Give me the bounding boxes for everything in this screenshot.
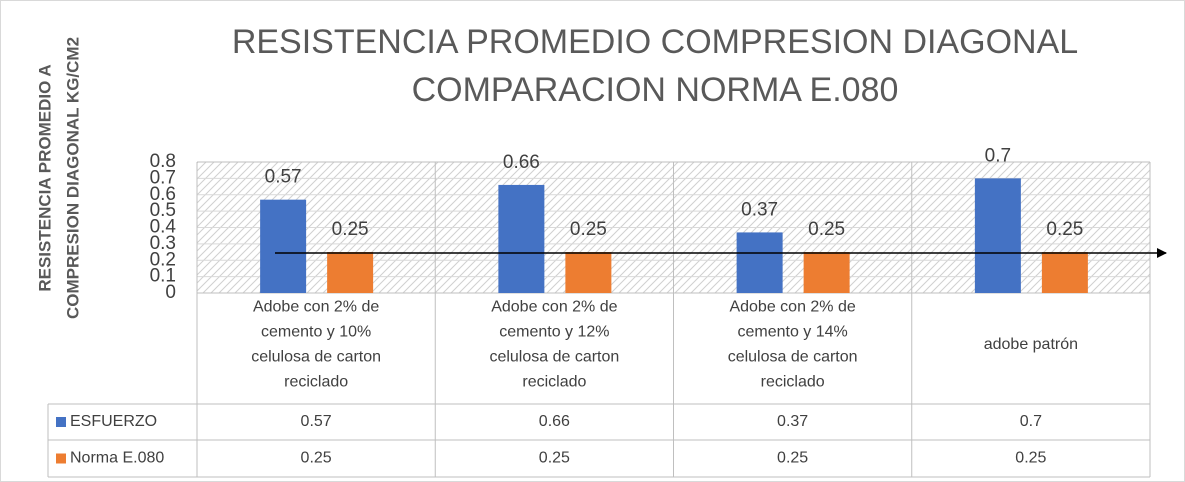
y-axis-label: RESISTENCIA PROMEDIO A bbox=[35, 64, 54, 291]
y-tick-label: 0.6 bbox=[150, 184, 176, 205]
data-label: 0.37 bbox=[741, 199, 778, 220]
table-cell: 0.7 bbox=[1020, 413, 1042, 430]
table-cell: 0.37 bbox=[777, 413, 808, 430]
y-tick-label: 0.1 bbox=[150, 266, 176, 287]
chart-title: RESISTENCIA PROMEDIO COMPRESION DIAGONAL bbox=[232, 23, 1078, 61]
table-cell: 0.66 bbox=[539, 413, 570, 430]
table-cell: 0.25 bbox=[539, 450, 570, 467]
y-tick-label: 0.5 bbox=[150, 200, 176, 221]
legend-label: ESFUERZO bbox=[70, 413, 157, 430]
y-tick-label: 0 bbox=[165, 282, 176, 303]
y-axis-label: COMPRESION DIAGONAL KG/CM2 bbox=[63, 37, 82, 319]
data-label: 0.57 bbox=[265, 167, 302, 188]
data-label: 0.25 bbox=[570, 219, 607, 240]
y-tick-label: 0.7 bbox=[150, 167, 176, 188]
bar bbox=[803, 252, 850, 293]
data-label: 0.25 bbox=[332, 219, 369, 240]
data-label: 0.66 bbox=[503, 152, 540, 173]
bar bbox=[327, 252, 374, 293]
bar bbox=[1041, 252, 1088, 293]
legend-key bbox=[56, 417, 66, 427]
bar bbox=[974, 178, 1021, 293]
data-label: 0.25 bbox=[1046, 219, 1083, 240]
bar bbox=[260, 199, 307, 293]
y-tick-label: 0.4 bbox=[150, 217, 177, 238]
table-cell: 0.57 bbox=[301, 413, 332, 430]
y-tick-label: 0.8 bbox=[150, 151, 176, 172]
legend-key bbox=[56, 453, 66, 464]
table-cell: 0.25 bbox=[777, 450, 808, 467]
x-tick-label: Adobe con 2% de cemento y 14% celulosa de … bbox=[728, 299, 858, 391]
x-tick-label: Adobe con 2% de cemento y 12% celulosa de … bbox=[489, 299, 619, 391]
data-label: 0.25 bbox=[808, 219, 845, 240]
table-cell: 0.25 bbox=[301, 450, 332, 467]
x-tick-label: adobe patrón bbox=[984, 336, 1078, 353]
chart-title: COMPARACION NORMA E.080 bbox=[412, 71, 899, 109]
y-tick-label: 0.2 bbox=[150, 249, 176, 270]
bar bbox=[498, 184, 545, 293]
data-label: 0.7 bbox=[985, 145, 1011, 166]
bar bbox=[565, 252, 612, 293]
y-tick-label: 0.3 bbox=[150, 233, 176, 254]
bar bbox=[736, 232, 783, 293]
x-tick-label: Adobe con 2% de cemento y 10% celulosa de … bbox=[251, 299, 381, 391]
legend-label: Norma E.080 bbox=[70, 450, 164, 467]
table-cell: 0.25 bbox=[1015, 450, 1046, 467]
